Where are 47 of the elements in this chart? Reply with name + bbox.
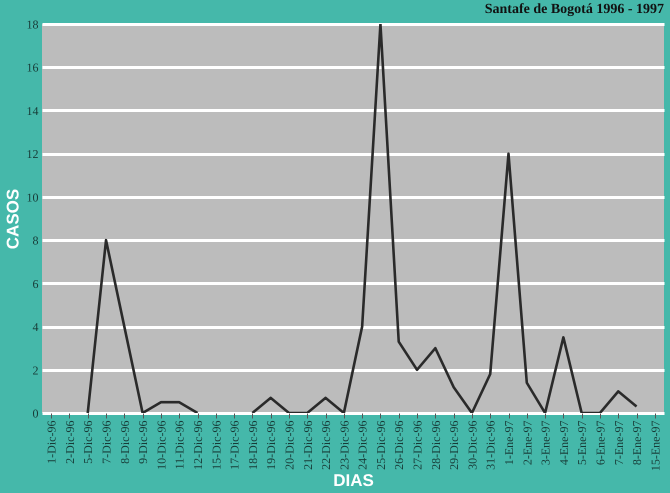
x-tick-label: 9-Dic-96: [136, 420, 150, 464]
x-tick-label: 29-Dic-96: [447, 420, 462, 470]
x-tick-label: 22-Dic-96: [319, 420, 334, 470]
chart-title: Santafe de Bogotá 1996 - 1997: [484, 2, 664, 17]
x-tick-label: 26-Dic-96: [392, 420, 406, 470]
x-tick-label: 25-Dic-96: [374, 420, 388, 470]
x-tick-label: 2-Dic-96: [62, 420, 77, 464]
x-tick-label: 6-Ene-97: [593, 420, 608, 466]
y-tick-label: 10: [26, 190, 38, 204]
x-tick-label: 15-Ene-97: [648, 420, 662, 472]
x-tick-label: 23-Dic-96: [337, 420, 352, 470]
x-tick-label: 15-Dic-96: [209, 420, 224, 470]
x-tick-label: 31-Dic-96: [484, 420, 498, 470]
x-tick-label: 2-Ene-97: [520, 420, 534, 466]
x-tick-label: 12-Dic-96: [191, 420, 205, 470]
y-tick-label: 6: [32, 276, 38, 291]
x-tick-label: 5-Dic-96: [81, 420, 96, 464]
x-tick-label: 30-Dic-96: [465, 420, 480, 470]
y-tick-label: 2: [32, 363, 38, 378]
y-tick-label: 14: [26, 104, 38, 118]
y-tick-label: 16: [26, 60, 38, 75]
x-tick-label: 17-Dic-96: [228, 420, 242, 470]
x-tick-label: 8-Ene-97: [630, 420, 644, 466]
y-tick-label: 0: [32, 406, 38, 420]
x-tick-label: 21-Dic-96: [300, 420, 315, 470]
y-tick-label: 8: [32, 234, 38, 248]
x-tick-label: 7-Ene-97: [612, 420, 626, 466]
x-tick-label: 20-Dic-96: [282, 420, 296, 470]
x-tick-label: 18-Dic-96: [246, 420, 260, 470]
x-tick-label: 19-Dic-96: [264, 420, 278, 470]
x-tick-label: 11-Dic-96: [172, 420, 187, 470]
x-tick-label: 5-Ene-97: [575, 420, 590, 466]
x-tick-label: 4-Ene-97: [556, 420, 571, 466]
y-tick-label: 4: [32, 320, 38, 334]
x-tick-label: 1-Ene-97: [502, 420, 516, 466]
x-tick-label: 7-Dic-96: [100, 420, 114, 464]
x-tick-label: 8-Dic-96: [118, 420, 132, 464]
y-tick-label: 12: [26, 147, 38, 162]
x-tick-label: 27-Dic-96: [410, 420, 425, 470]
x-axis-title: DIAS: [333, 471, 374, 490]
y-axis-title: CASOS: [4, 188, 22, 250]
x-tick-label: 28-Dic-96: [428, 420, 443, 470]
x-tick-label: 3-Ene-97: [538, 420, 553, 466]
x-tick-label: 10-Dic-96: [154, 420, 168, 470]
y-tick-label: 18: [26, 18, 38, 32]
x-tick-label: 1-Dic-96: [44, 420, 59, 464]
x-tick-label: 24-Dic-96: [356, 420, 370, 470]
